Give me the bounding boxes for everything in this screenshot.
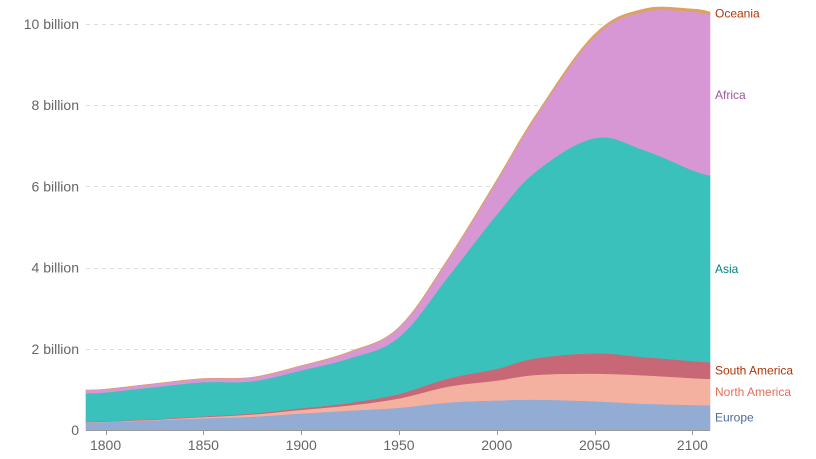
x-tick-label-2050: 2050 [579, 437, 610, 453]
series-label-south-america: South America [715, 364, 793, 378]
series-label-africa: Africa [715, 88, 746, 102]
x-tick-label-2000: 2000 [481, 437, 512, 453]
series-label-north-america: North America [715, 385, 791, 399]
series-label-europe: Europe [715, 411, 754, 425]
y-tick-label-4-billion: 4 billion [32, 260, 79, 276]
x-tick-label-1900: 1900 [286, 437, 317, 453]
y-tick-label-8-billion: 8 billion [32, 97, 79, 113]
x-tick-label-1850: 1850 [188, 437, 219, 453]
area-layer [85, 6, 711, 431]
series-labels: Europe North America South America Asia Afri… [715, 6, 793, 424]
x-tick-label-1800: 1800 [90, 437, 121, 453]
y-tick-label-6-billion: 6 billion [32, 178, 79, 194]
y-tick-label-2-billion: 2 billion [32, 341, 79, 357]
x-tick-label-2100: 2100 [677, 437, 708, 453]
y-tick-labels: 0 2 billion 4 billion 6 billion 8 billion 10 … [24, 16, 79, 438]
y-tick-label-10-billion: 10 billion [24, 16, 79, 32]
x-tick-label-1950: 1950 [383, 437, 414, 453]
series-label-oceania: Oceania [715, 6, 760, 20]
x-tick-labels: 1800 1850 1900 1950 2000 2050 2100 [90, 437, 708, 453]
axis-layer [86, 430, 710, 435]
series-label-asia: Asia [715, 262, 739, 276]
area-oceania[interactable] [85, 6, 711, 391]
y-tick-label-0: 0 [71, 422, 79, 438]
